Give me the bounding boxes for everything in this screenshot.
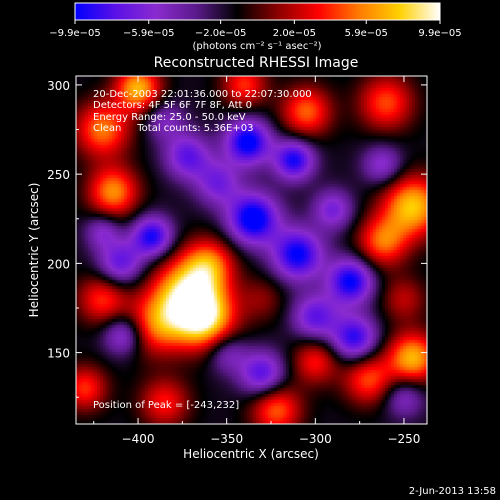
x-axis-label: Heliocentric X (arcsec) xyxy=(183,447,319,461)
y-tick-label: 300 xyxy=(47,79,70,93)
y-tick-label: 250 xyxy=(47,168,70,182)
annotation-detectors: Detectors: 4F 5F 6F 7F 8F, Att 0 xyxy=(93,100,252,111)
x-tick-label: −350 xyxy=(210,432,243,446)
date-stamp: 2-Jun-2013 13:58 xyxy=(409,486,496,497)
x-axis-ticks: −400 −350 −300 −250 xyxy=(93,76,420,446)
y-axis-ticks: 150 200 250 300 xyxy=(47,79,427,398)
colorbar: −9.9e−05 −5.9e−05 −2.0e−05 2.0e−05 5.9e−05 9.… xyxy=(49,2,462,52)
colorbar-tick-label: 9.9e−05 xyxy=(418,28,461,39)
colorbar-tick-label: −5.9e−05 xyxy=(123,28,175,39)
colorbar-frame xyxy=(74,2,441,21)
annotation-time-range: 20-Dec-2003 22:01:36.000 to 22:07:30.000 xyxy=(93,89,312,100)
colorbar-tick-label: −2.0e−05 xyxy=(195,28,247,39)
x-tick-label: −250 xyxy=(387,432,420,446)
y-tick-label: 200 xyxy=(47,257,70,271)
x-tick-label: −300 xyxy=(299,432,332,446)
colorbar-tick-label: 2.0e−05 xyxy=(273,28,316,39)
colorbar-units: (photons cm⁻² s⁻¹ asec⁻²) xyxy=(192,41,321,52)
peak-position-label: Position of Peak = [-243,232] xyxy=(93,400,239,411)
chart-title: Reconstructed RHESSI Image xyxy=(154,55,359,71)
annotation-clean-counts: Clean Total counts: 5.36E+03 xyxy=(93,123,253,134)
x-tick-label: −400 xyxy=(122,432,155,446)
y-tick-label: 150 xyxy=(47,347,70,361)
colorbar-tick-label: −9.9e−05 xyxy=(49,28,101,39)
colorbar-fill xyxy=(75,3,440,20)
colorbar-tick-label: 5.9e−05 xyxy=(345,28,388,39)
annotation-energy-range: Energy Range: 25.0 - 50.0 keV xyxy=(93,112,246,123)
plot-frame xyxy=(75,75,428,425)
heatmap-canvas xyxy=(76,76,427,424)
annotation-block: 20-Dec-2003 22:01:36.000 to 22:07:30.000… xyxy=(93,89,312,134)
colorbar-ticks: −9.9e−05 −5.9e−05 −2.0e−05 2.0e−05 5.9e−05 9.… xyxy=(49,20,462,39)
heatmap-area xyxy=(75,75,428,425)
y-axis-label: Heliocentric Y (arcsec) xyxy=(27,183,41,318)
